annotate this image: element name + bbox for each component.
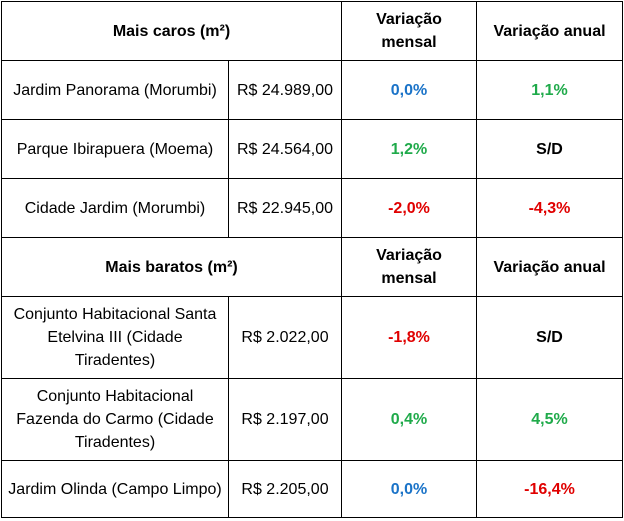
row-name: Jardim Olinda (Campo Limpo) [1, 460, 229, 518]
table-row: Jardim Olinda (Campo Limpo) R$ 2.205,00 … [1, 460, 623, 518]
row-annual: 1,1% [476, 60, 623, 120]
row-name: Jardim Panorama (Morumbi) [1, 60, 229, 120]
row-monthly: -2,0% [341, 178, 477, 238]
row-monthly: -1,8% [341, 296, 477, 379]
row-annual: -16,4% [476, 460, 623, 518]
row-monthly: 0,0% [341, 60, 477, 120]
table-row: Conjunto Habitacional Santa Etelvina III… [1, 296, 623, 379]
table-row: Cidade Jardim (Morumbi) R$ 22.945,00 -2,… [1, 178, 623, 238]
row-price: R$ 2.197,00 [228, 378, 342, 461]
cheap-col-annual: Variação anual [476, 237, 623, 297]
table-row: Parque Ibirapuera (Moema) R$ 24.564,00 1… [1, 119, 623, 179]
table-row: Conjunto Habitacional Fazenda do Carmo (… [1, 378, 623, 461]
row-annual: S/D [476, 296, 623, 379]
cheap-header: Mais baratos (m²) [1, 237, 342, 297]
cheap-col-monthly: Variação mensal [341, 237, 477, 297]
row-annual: S/D [476, 119, 623, 179]
row-price: R$ 2.205,00 [228, 460, 342, 518]
row-price: R$ 22.945,00 [228, 178, 342, 238]
row-name: Conjunto Habitacional Santa Etelvina III… [1, 296, 229, 379]
row-monthly: 0,4% [341, 378, 477, 461]
row-name: Cidade Jardim (Morumbi) [1, 178, 229, 238]
row-price: R$ 2.022,00 [228, 296, 342, 379]
row-annual: -4,3% [476, 178, 623, 238]
row-name: Conjunto Habitacional Fazenda do Carmo (… [1, 378, 229, 461]
expensive-col-monthly: Variação mensal [341, 1, 477, 61]
row-monthly: 0,0% [341, 460, 477, 518]
table-row: Jardim Panorama (Morumbi) R$ 24.989,00 0… [1, 60, 623, 120]
row-annual: 4,5% [476, 378, 623, 461]
row-name: Parque Ibirapuera (Moema) [1, 119, 229, 179]
row-monthly: 1,2% [341, 119, 477, 179]
header-row-expensive: Mais caros (m²) Variação mensal Variação… [1, 1, 623, 61]
expensive-col-annual: Variação anual [476, 1, 623, 61]
row-price: R$ 24.989,00 [228, 60, 342, 120]
expensive-header: Mais caros (m²) [1, 1, 342, 61]
row-price: R$ 24.564,00 [228, 119, 342, 179]
header-row-cheap: Mais baratos (m²) Variação mensal Variaç… [1, 237, 623, 297]
